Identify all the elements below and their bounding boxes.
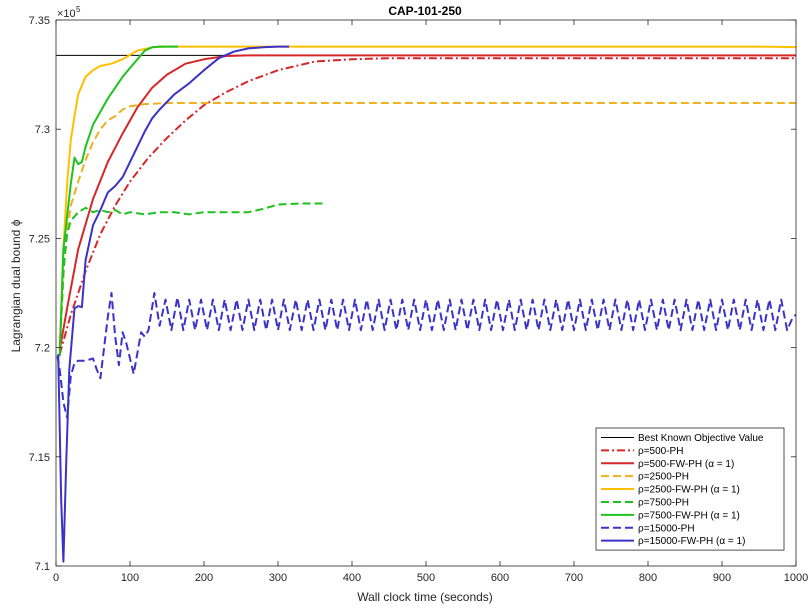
x-tick-label: 400 (343, 572, 361, 584)
x-tick-label: 1000 (784, 572, 808, 584)
y-tick-label: 7.35 (29, 15, 50, 27)
y-exponent-label: ×10 (57, 8, 76, 20)
y-tick-label: 7.25 (29, 233, 50, 245)
series-line-9 (57, 45, 290, 563)
x-tick-label: 100 (121, 572, 139, 584)
legend-label: ρ=15000-FW-PH (α = 1) (638, 536, 745, 547)
y-exponent-power: 5 (76, 5, 81, 14)
y-tick-label: 7.1 (35, 561, 50, 573)
plot-area (56, 45, 796, 563)
x-tick-label: 600 (491, 572, 509, 584)
y-tick-label: 7.3 (35, 124, 50, 136)
series-line-5 (58, 45, 796, 350)
legend-label: ρ=2500-PH (638, 472, 689, 483)
y-axis-label: Lagrangian dual bound ϕ (9, 219, 23, 352)
x-axis-label: Wall clock time (seconds) (357, 590, 493, 604)
x-tick-label: 700 (565, 572, 583, 584)
x-tick-label: 300 (269, 572, 287, 584)
x-tick-label: 200 (195, 572, 213, 584)
series-line-4 (58, 102, 796, 350)
legend-label: Best Known Objective Value (638, 433, 764, 444)
legend-label: ρ=500-FW-PH (α = 1) (638, 459, 734, 470)
legend-label: ρ=2500-FW-PH (α = 1) (638, 485, 740, 496)
x-tick-label: 800 (639, 572, 657, 584)
x-tick-label: 900 (713, 572, 731, 584)
y-tick-label: 7.2 (35, 343, 50, 355)
x-tick-label: 500 (417, 572, 435, 584)
legend-label: ρ=7500-PH (638, 497, 689, 508)
y-tick-label: 7.15 (29, 452, 50, 464)
series-line-3 (58, 54, 796, 350)
legend-label: ρ=500-PH (638, 446, 683, 457)
y-exponent: ×10 5 (57, 5, 81, 20)
chart-title: CAP-101-250 (388, 4, 462, 18)
legend-label: ρ=15000-PH (638, 523, 695, 534)
series-line-8 (56, 292, 796, 419)
x-tick-label: 0 (53, 572, 59, 584)
series-line-6 (58, 202, 327, 350)
legend-label: ρ=7500-FW-PH (α = 1) (638, 510, 740, 521)
legend: Best Known Objective Value ρ=500-PH ρ=500-… (595, 427, 785, 551)
series-line-7 (58, 45, 179, 357)
series-line-2 (58, 57, 796, 355)
axes: 0 100 200 300 400 500 600 700 800 900 1000 7.1 7.15 7… (29, 15, 809, 584)
